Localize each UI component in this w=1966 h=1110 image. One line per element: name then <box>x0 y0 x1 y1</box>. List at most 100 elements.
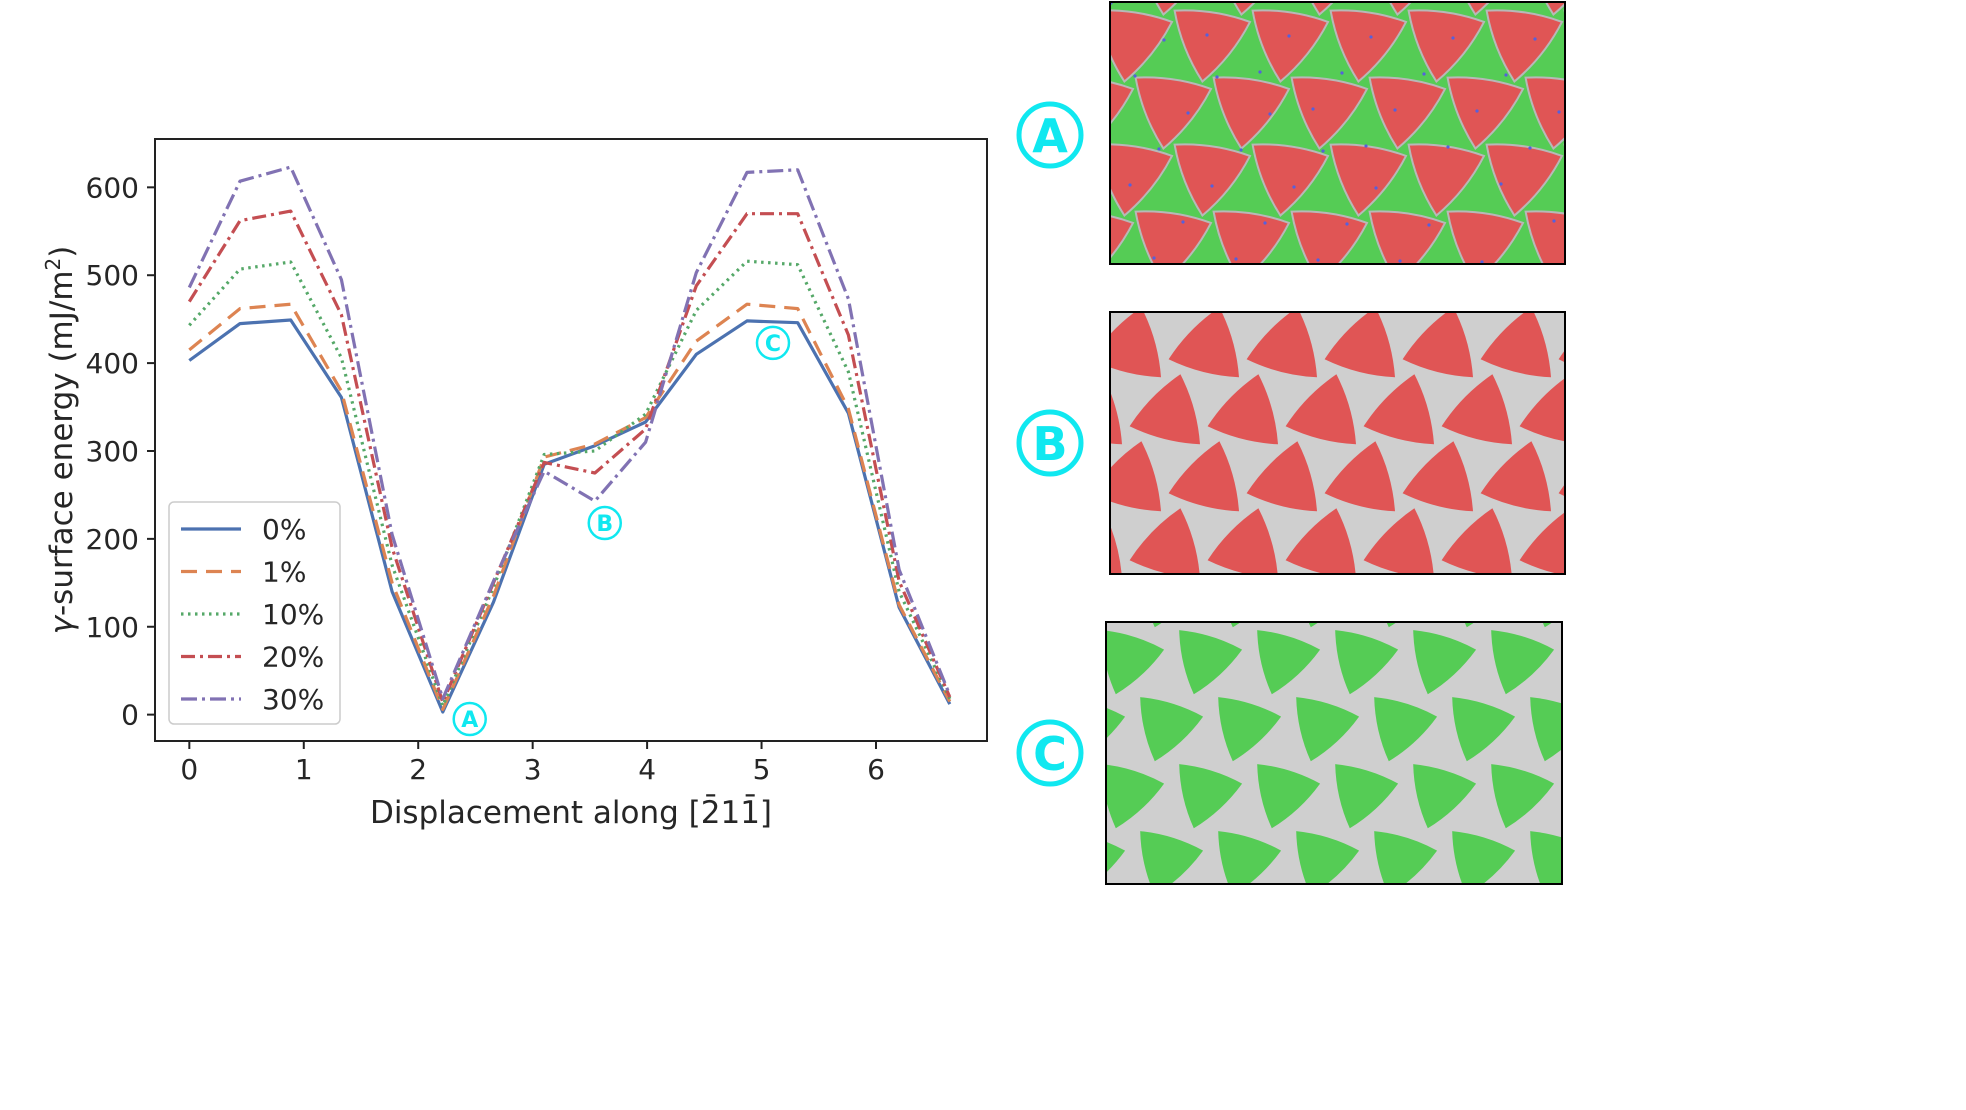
defect-dot-19 <box>1210 184 1214 188</box>
defect-dot-11 <box>1239 148 1243 152</box>
defect-dot-14 <box>1398 259 1402 263</box>
defect-dot-36 <box>1205 33 1209 37</box>
domain-shape-26 <box>1173 143 1252 217</box>
x-tick-label-3: 3 <box>524 753 542 786</box>
domain-shape-14 <box>1485 9 1564 83</box>
defect-dot-17 <box>1557 110 1561 114</box>
domain-shape-29 <box>1402 441 1473 512</box>
defect-dot-15 <box>1451 36 1455 40</box>
legend-label-0: 0% <box>262 513 306 546</box>
domain-shape-22 <box>1530 697 1561 762</box>
domain-shape-16 <box>1111 81 1135 125</box>
domain-shape-17 <box>1140 697 1204 762</box>
y-axis-label: γ-surface energy (mJ/m2) <box>41 246 80 635</box>
domain-shape-12 <box>1329 9 1408 83</box>
domain-shape-15 <box>1558 351 1564 362</box>
defect-dot-12 <box>1292 185 1296 189</box>
domain-shape-34 <box>1218 831 1282 883</box>
x-tick-label-2: 2 <box>409 753 427 786</box>
defect-dot-8 <box>1533 37 1537 41</box>
domain-shape-16 <box>1111 393 1122 445</box>
svg-text:C: C <box>1033 727 1067 781</box>
domain-shape-3 <box>1308 623 1318 628</box>
domain-shape-22 <box>1519 378 1564 442</box>
domain-shape-5 <box>1464 623 1474 628</box>
domain-shape-28 <box>1324 441 1395 512</box>
domain-shape-25 <box>1111 441 1161 512</box>
defect-dot-33 <box>1499 182 1503 186</box>
domain-shape-20 <box>1374 697 1438 762</box>
domain-shape-1 <box>1155 3 1178 16</box>
snapshot-panel-c <box>1105 621 1563 885</box>
domain-shape-21 <box>1446 76 1525 150</box>
x-tick-label-6: 6 <box>867 753 885 786</box>
domain-shape-26 <box>1168 441 1239 512</box>
domain-shape-36 <box>1363 508 1434 573</box>
defect-dot-25 <box>1528 146 1532 150</box>
defect-dot-4 <box>1321 149 1325 153</box>
domain-shape-33 <box>1140 831 1204 883</box>
domain-shape-37 <box>1441 508 1512 573</box>
x-tick-label-1: 1 <box>295 753 313 786</box>
snapshot-b-image <box>1111 313 1564 573</box>
snapshot-panel-b <box>1109 311 1566 575</box>
domain-shape-34 <box>1207 508 1278 573</box>
defect-dot-27 <box>1181 220 1185 224</box>
defect-dot-2 <box>1215 75 1219 79</box>
domain-shape-10 <box>1179 630 1243 695</box>
domain-shape-18 <box>1212 76 1291 150</box>
domain-shape-27 <box>1251 143 1330 217</box>
domain-shape-33 <box>1129 508 1200 573</box>
domain-shape-37 <box>1452 831 1516 883</box>
defect-dot-3 <box>1268 112 1272 116</box>
domain-shape-18 <box>1218 697 1282 762</box>
domain-shape-13 <box>1407 9 1486 83</box>
y-tick-label-0: 0 <box>121 699 139 732</box>
domain-shape-4 <box>1386 623 1396 628</box>
domain-shape-27 <box>1257 764 1321 829</box>
defect-dot-32 <box>1446 145 1450 149</box>
domain-shape-30 <box>1485 143 1564 217</box>
domain-shape-12 <box>1335 630 1399 695</box>
domain-shape-9 <box>1111 313 1161 378</box>
panel-c-label: C <box>1016 719 1084 787</box>
defect-dot-22 <box>1369 35 1373 39</box>
domain-shape-2 <box>1233 3 1256 16</box>
domain-shape-31 <box>1558 485 1564 496</box>
domain-shape-18 <box>1207 374 1278 445</box>
panel-a-label: A <box>1016 101 1084 169</box>
series-line-0 <box>188 318 952 714</box>
domain-shape-35 <box>1296 831 1360 883</box>
domain-shape-33 <box>1134 210 1213 263</box>
y-tick-label-100: 100 <box>86 611 139 644</box>
annotation-circle-c <box>755 325 791 361</box>
domain-shape-14 <box>1480 313 1551 378</box>
domain-shape-11 <box>1251 9 1330 83</box>
defect-dot-9 <box>1133 74 1137 78</box>
x-tick-label-5: 5 <box>753 753 771 786</box>
svg-text:B: B <box>1032 417 1067 471</box>
annotation-label-b: B <box>596 512 613 537</box>
domain-shape-32 <box>1111 527 1122 573</box>
domain-shape-19 <box>1296 697 1360 762</box>
domain-shape-37 <box>1446 210 1525 263</box>
domain-shape-12 <box>1324 313 1395 378</box>
defect-dot-16 <box>1504 73 1508 77</box>
domain-shape-11 <box>1246 313 1317 378</box>
domain-shape-36 <box>1374 831 1438 883</box>
domain-shape-30 <box>1480 441 1551 512</box>
domain-shape-25 <box>1107 764 1165 829</box>
defect-dot-23 <box>1422 72 1426 76</box>
domain-shape-10 <box>1168 313 1239 378</box>
domain-shape-6 <box>1542 623 1552 628</box>
panel-b-label: B <box>1016 409 1084 477</box>
domain-shape-9 <box>1107 630 1165 695</box>
snapshot-c-image <box>1107 623 1561 883</box>
defect-dot-39 <box>1364 144 1368 148</box>
domain-shape-14 <box>1491 630 1555 695</box>
y-tick-label-400: 400 <box>86 347 139 380</box>
domain-shape-20 <box>1363 374 1434 445</box>
domain-shape-27 <box>1246 441 1317 512</box>
y-tick-label-600: 600 <box>86 171 139 204</box>
domain-shape-19 <box>1290 76 1369 150</box>
